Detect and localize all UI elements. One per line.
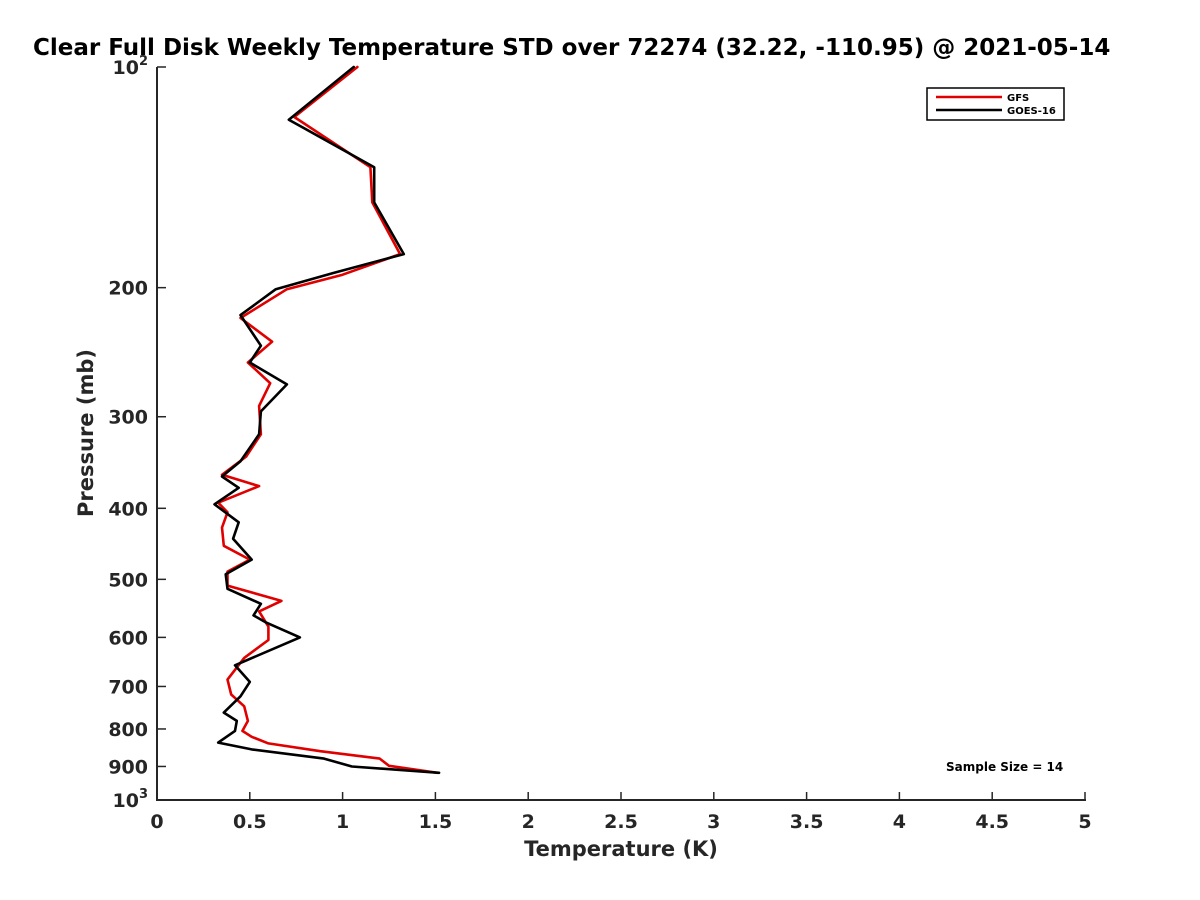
x-axis-label: Temperature (K) xyxy=(524,837,718,861)
y-tick-label-0: 102 xyxy=(113,54,149,79)
legend-box xyxy=(926,87,1065,121)
x-tick-label-4: 2 xyxy=(522,811,535,833)
chart-title: Clear Full Disk Weekly Temperature STD o… xyxy=(33,35,1110,61)
y-tick-label-5: 600 xyxy=(108,627,148,649)
x-tick-label-9: 4.5 xyxy=(975,811,1009,833)
x-tick-label-6: 3 xyxy=(707,811,720,833)
legend-label-goes16: GOES-16 xyxy=(1007,106,1056,117)
x-tick-label-5: 2.5 xyxy=(604,811,638,833)
x-tick-label-2: 1 xyxy=(336,811,349,833)
legend-label-gfs: GFS xyxy=(1007,93,1029,104)
plot-area xyxy=(156,67,1086,801)
x-tick-label-1: 0.5 xyxy=(233,811,267,833)
y-tick-label-8: 900 xyxy=(108,756,148,778)
y-tick-label-3: 400 xyxy=(108,498,148,520)
y-tick-label-6: 700 xyxy=(108,676,148,698)
x-tick-label-0: 0 xyxy=(150,811,163,833)
legend: GFS GOES-16 xyxy=(926,87,1065,121)
y-tick-label-2: 300 xyxy=(108,407,148,429)
x-tick-label-3: 1.5 xyxy=(419,811,453,833)
x-tick-label-7: 3.5 xyxy=(790,811,824,833)
series-layer xyxy=(213,65,441,775)
x-tick-label-8: 4 xyxy=(893,811,906,833)
series-line-gfs xyxy=(216,65,439,775)
y-axis-label: Pressure (mb) xyxy=(74,349,98,517)
y-tick-label-7: 800 xyxy=(108,719,148,741)
series-line-goes-16 xyxy=(213,65,441,775)
y-tick-label-9: 103 xyxy=(113,787,149,812)
y-tick-label-4: 500 xyxy=(108,569,148,591)
x-ticks: 0 0.5 1 1.5 2 2.5 3 3.5 4 4.5 5 xyxy=(150,792,1092,833)
x-tick-label-10: 5 xyxy=(1078,811,1091,833)
sample-size-annotation: Sample Size = 14 xyxy=(946,760,1063,774)
y-ticks: 102 200 300 400 500 600 700 800 900 103 xyxy=(108,54,166,812)
y-tick-label-1: 200 xyxy=(108,278,148,300)
